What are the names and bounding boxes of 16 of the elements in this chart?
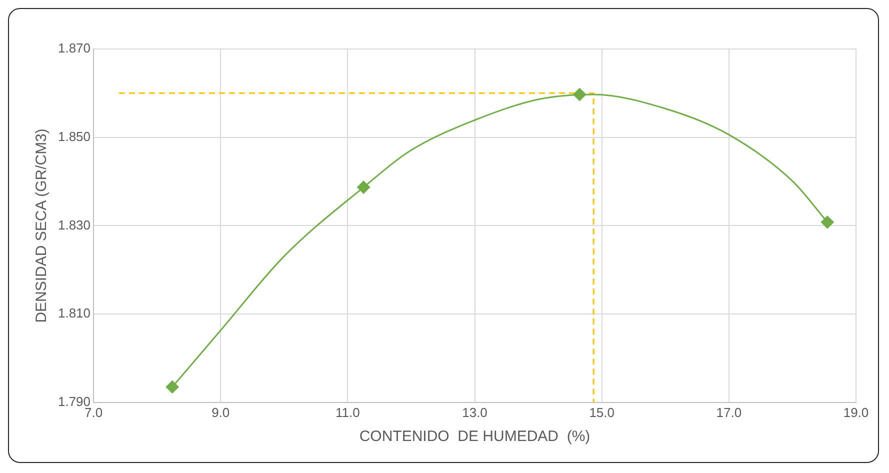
x-tick-label: 15.0 [589, 404, 614, 420]
y-tick-label: 1.810 [58, 306, 91, 321]
point [357, 180, 370, 194]
point [573, 88, 586, 101]
y-tick-label: 1.830 [58, 217, 91, 232]
x-axis-title: CONTENIDO DE HUMEDAD (%) [359, 428, 590, 446]
y-axis-title: DENSIDAD SECA (GR/CM3) [33, 128, 50, 323]
point [166, 380, 179, 394]
x-tick-label: 17.0 [716, 404, 742, 420]
x-tick-label: 19.0 [843, 404, 869, 420]
x-tick-label: 13.0 [462, 404, 488, 420]
point [820, 216, 834, 229]
y-tick-label: 1.870 [58, 40, 91, 56]
y-tick-label: 1.850 [58, 128, 91, 144]
x-tick-label: 9.0 [212, 404, 230, 420]
x-tick-label: 11.0 [336, 404, 360, 420]
